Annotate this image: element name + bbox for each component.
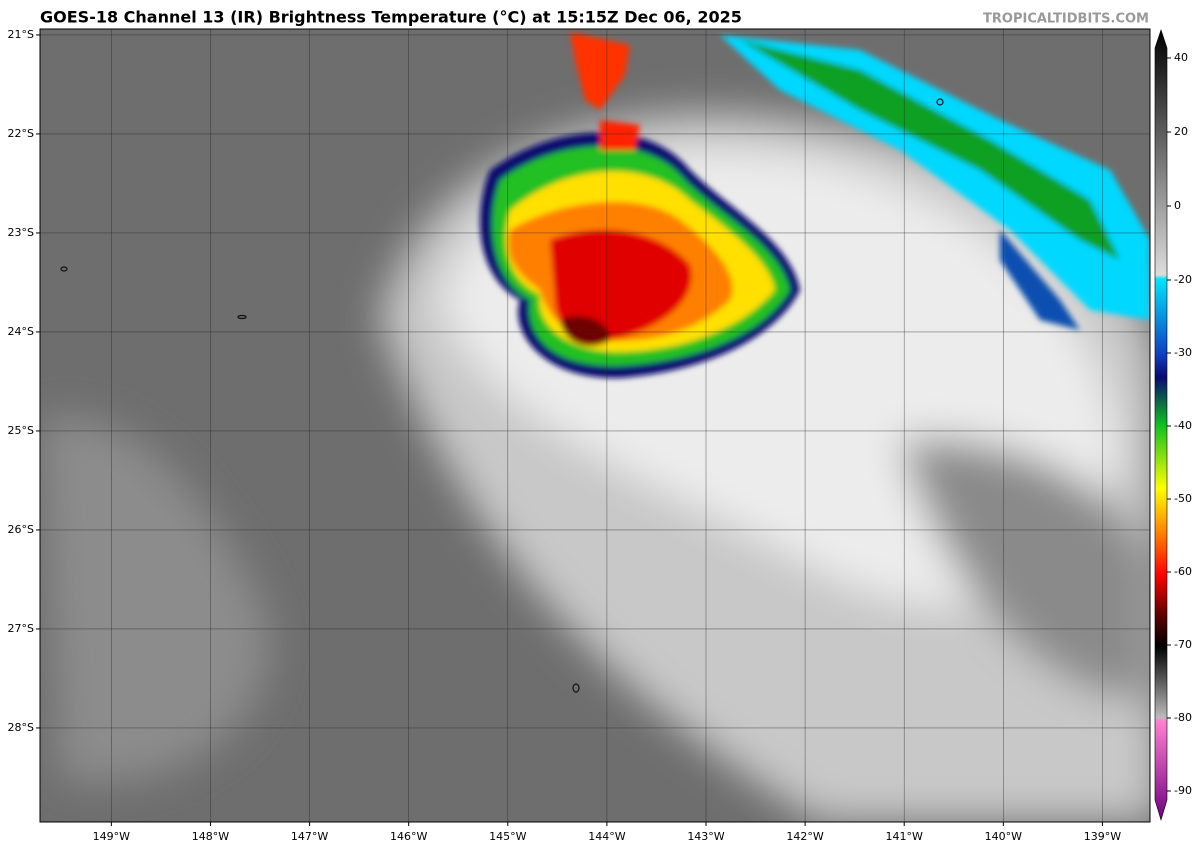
colorbar-tick-label: -70	[1174, 638, 1192, 651]
colorbar-tick-label: -50	[1174, 492, 1192, 505]
y-tick-label: 25°S	[8, 424, 34, 437]
x-tick-label: 141°W	[886, 830, 923, 843]
satellite-image	[40, 29, 1150, 822]
x-tick-label: 148°W	[192, 830, 229, 843]
x-tick-label: 142°W	[786, 830, 823, 843]
x-tick-label: 144°W	[588, 830, 625, 843]
graticule	[40, 29, 1150, 822]
y-tick-label: 21°S	[8, 28, 34, 41]
x-tick-label: 140°W	[985, 830, 1022, 843]
colorbar-tick-label: -80	[1174, 711, 1192, 724]
colorbar-tick-label: -40	[1174, 419, 1192, 432]
x-tick-label: 143°W	[687, 830, 724, 843]
colorbar-tick-label: -90	[1174, 784, 1192, 797]
x-tick-label: 145°W	[489, 830, 526, 843]
y-tick-label: 22°S	[8, 127, 34, 140]
colorbar-tick-label: -20	[1174, 273, 1192, 286]
colorbar-tick-label: 20	[1174, 125, 1188, 138]
y-tick-label: 28°S	[8, 721, 34, 734]
y-tick-label: 23°S	[8, 226, 34, 239]
y-tick-label: 26°S	[8, 523, 34, 536]
title: GOES-18 Channel 13 (IR) Brightness Tempe…	[40, 8, 742, 27]
y-tick-label: 27°S	[8, 622, 34, 635]
colorbar-tick-label: 40	[1174, 51, 1188, 64]
watermark: TROPICALTIDBITS.COM	[983, 12, 1149, 27]
x-tick-label: 147°W	[291, 830, 328, 843]
x-tick-label: 149°W	[93, 830, 130, 843]
colorbar-tick-label: 0	[1174, 199, 1181, 212]
y-tick-label: 24°S	[8, 325, 34, 338]
x-tick-label: 139°W	[1084, 830, 1121, 843]
colorbar-tick-label: -60	[1174, 565, 1192, 578]
map-frame	[39, 28, 1151, 823]
x-tick-label: 146°W	[390, 830, 427, 843]
colorbar-tick-label: -30	[1174, 346, 1192, 359]
colorbar	[1154, 29, 1168, 822]
